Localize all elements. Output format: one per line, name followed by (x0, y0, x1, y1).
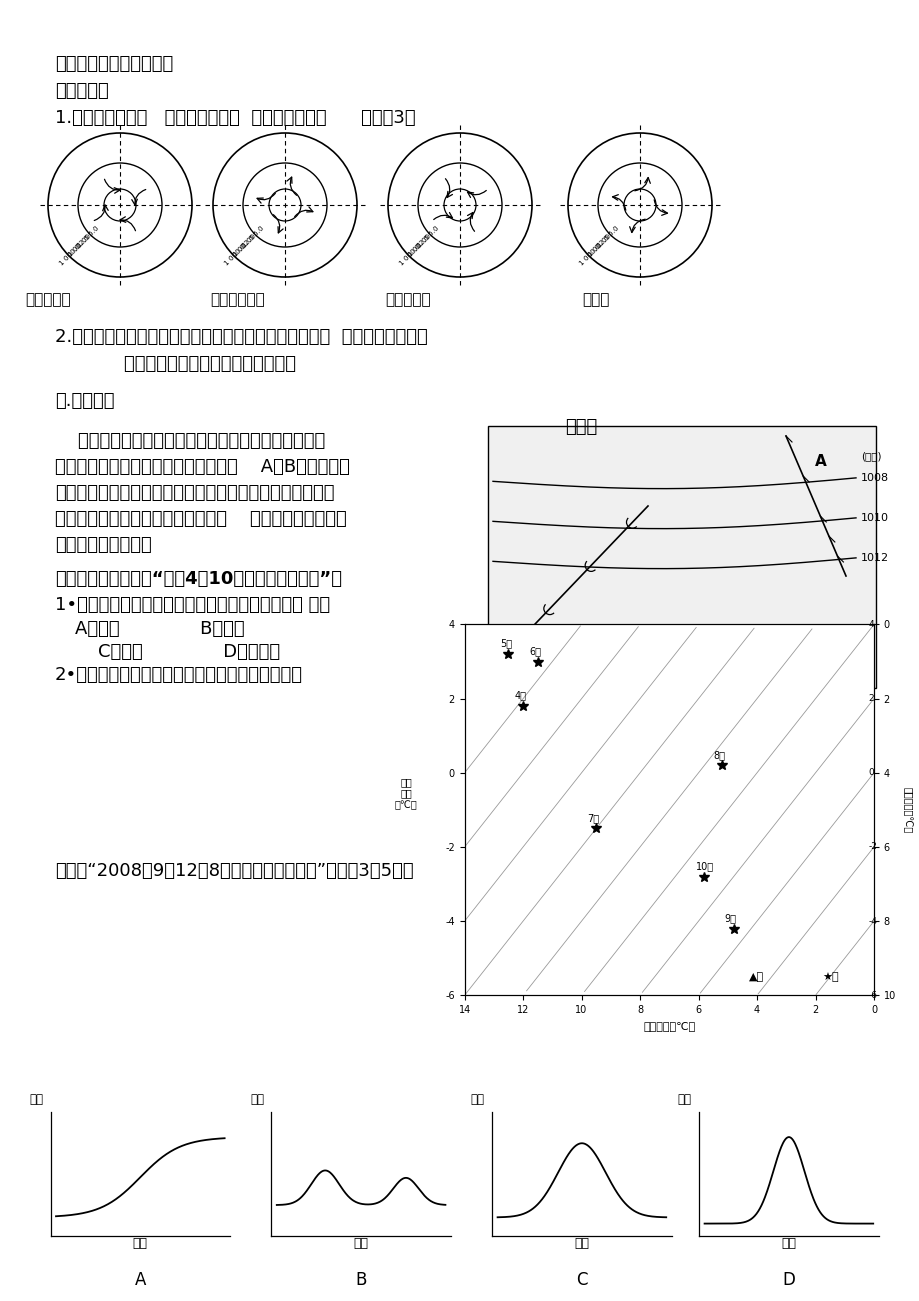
Text: -2: -2 (868, 843, 876, 851)
Text: 5日: 5日 (499, 639, 511, 649)
Text: 2•图中哪幅图能反映该天气系统过境前后气压变化: 2•图中哪幅图能反映该天气系统过境前后气压变化 (55, 666, 302, 684)
Text: 1 005.0: 1 005.0 (416, 225, 440, 248)
Text: 北半球反气藏: 北半球反气藏 (210, 291, 265, 307)
Text: 7日: 7日 (587, 813, 599, 822)
Text: 北半球: 北半球 (564, 418, 596, 436)
Text: 气压: 气压 (29, 1093, 43, 1106)
Text: 气压: 气压 (471, 1093, 484, 1106)
Text: 【巩固练习】读下面“某月4～10日气温变化示意图”。: 【巩固练习】读下面“某月4～10日气温变化示意图”。 (55, 570, 342, 588)
Text: 气系统（简称锋面气旋）见下图。图中    A、B为槽线，在: 气系统（简称锋面气旋）见下图。图中 A、B为槽线，在 (55, 458, 349, 476)
Text: 1 000.0: 1 000.0 (223, 242, 247, 267)
Text: 1010: 1010 (860, 513, 888, 523)
Text: 二）气旋、反气旋的判断: 二）气旋、反气旋的判断 (55, 55, 173, 73)
X-axis label: 时间: 时间 (353, 1237, 369, 1250)
Text: (百帕): (百帕) (860, 451, 880, 461)
Text: 低压槽的西侧，吹偏北风（西北风），在其东侧吹西南风，: 低压槽的西侧，吹偏北风（西北风），在其东侧吹西南风， (55, 484, 335, 502)
Text: 2.从气流状况看：北半球气旋为逆时针方向辐合上升气流  向辐散下沉气流，: 2.从气流状况看：北半球气旋为逆时针方向辐合上升气流 向辐散下沉气流， (55, 328, 427, 346)
Text: 1 000.0: 1 000.0 (59, 242, 83, 267)
Text: 国降水的主要形式。: 国降水的主要形式。 (55, 536, 152, 554)
Text: 南半球空气旋转方向与北半球相反。: 南半球空气旋转方向与北半球相反。 (55, 355, 296, 373)
Text: 1 000.0: 1 000.0 (398, 242, 422, 267)
Text: ★晴: ★晴 (821, 972, 837, 982)
Text: -4: -4 (868, 917, 876, 925)
Text: 6日: 6日 (528, 647, 540, 656)
Text: C: C (575, 1271, 587, 1288)
Text: 1 000.0: 1 000.0 (578, 242, 602, 267)
Text: 1 002.5: 1 002.5 (233, 234, 255, 258)
Text: 1 002.5: 1 002.5 (586, 234, 610, 258)
X-axis label: 时间: 时间 (573, 1237, 589, 1250)
Text: A．冷锋              B．暖锋: A．冷锋 B．暖锋 (75, 621, 244, 637)
X-axis label: 时间: 时间 (132, 1237, 148, 1250)
Text: 1•这次天气过程可能是由下列何种天气系统过境造 成的: 1•这次天气过程可能是由下列何种天气系统过境造 成的 (55, 596, 330, 614)
Text: 南半球气施: 南半球气施 (384, 291, 430, 307)
Text: 4: 4 (868, 621, 873, 628)
Text: 0: 0 (868, 769, 873, 777)
Text: 在低压槽所在的地区，常常形成气旋和锋面复合的天: 在低压槽所在的地区，常常形成气旋和锋面复合的天 (55, 432, 325, 450)
Text: 1012: 1012 (860, 553, 888, 563)
Text: -6: -6 (868, 991, 876, 999)
Text: 1.从气压状况看：   气旋为低气压、  反气旋为高气压      （见图3）: 1.从气压状况看： 气旋为低气压、 反气旋为高气压 （见图3） (55, 109, 415, 127)
Text: 两种气流相遇形成冷锋和降水天气，    锋面气旋是冬春季我: 两种气流相遇形成冷锋和降水天气， 锋面气旋是冬春季我 (55, 510, 346, 528)
Text: 1 002.5: 1 002.5 (67, 234, 91, 258)
Text: 北半球气旋: 北半球气旋 (25, 291, 71, 307)
Text: 读下面“2008年9月12日8时我国等压线分布图”，完成3～5题。: 读下面“2008年9月12日8时我国等压线分布图”，完成3～5题。 (55, 863, 414, 879)
X-axis label: 最高气温（℃）: 最高气温（℃） (642, 1020, 695, 1030)
Text: A: A (134, 1271, 146, 1288)
Text: 2: 2 (868, 695, 873, 703)
Y-axis label: 最低
气温
（℃）: 最低 气温 （℃） (394, 777, 417, 809)
Text: B: B (355, 1271, 367, 1288)
Text: 10日: 10日 (695, 861, 713, 872)
Text: 1 005.0: 1 005.0 (76, 225, 100, 248)
Text: 1 005.0: 1 005.0 (242, 225, 265, 248)
Text: 1 002.5: 1 002.5 (407, 234, 431, 258)
Text: 4日: 4日 (514, 691, 526, 700)
Y-axis label: 最低气温（℃）: 最低气温（℃） (902, 787, 912, 833)
X-axis label: 时间: 时间 (780, 1237, 796, 1250)
Text: 1008: 1008 (860, 472, 888, 483)
Text: C．气旋              D．反气旋: C．气旋 D．反气旋 (75, 643, 279, 661)
Text: 气压: 气压 (677, 1093, 691, 1106)
Text: 南半球: 南半球 (582, 291, 608, 307)
Text: 9日: 9日 (724, 913, 736, 922)
Text: 8日: 8日 (712, 749, 724, 760)
Text: 1 005.0: 1 005.0 (596, 225, 619, 248)
Text: D: D (782, 1271, 794, 1288)
Text: A: A (814, 454, 826, 468)
Bar (487, 425, 875, 688)
Text: B: B (496, 656, 508, 670)
Text: ▲阴: ▲阴 (749, 972, 764, 982)
Text: 判读方法：: 判读方法： (55, 82, 108, 100)
Text: 三.锋面气旋: 三.锋面气旋 (55, 392, 114, 410)
Text: 气压: 气压 (250, 1093, 264, 1106)
